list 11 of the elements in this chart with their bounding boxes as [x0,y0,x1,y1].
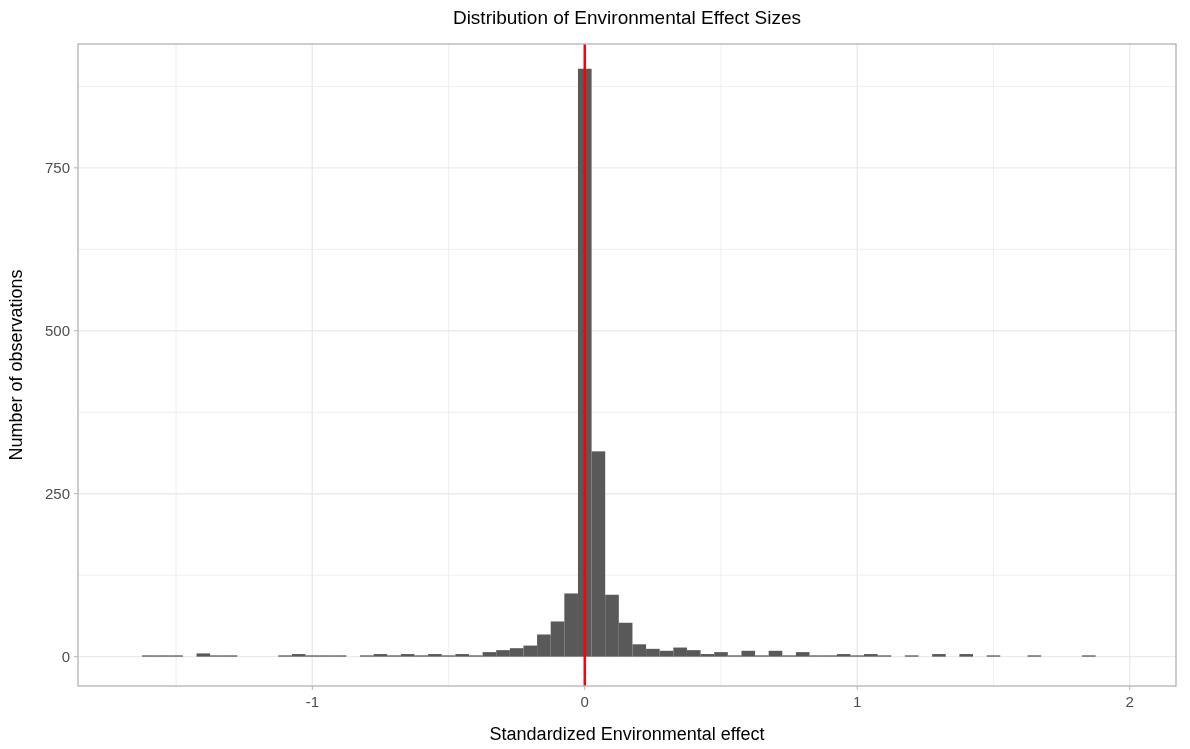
x-tick-label: 1 [853,693,862,710]
x-tick-label: -1 [305,693,319,710]
x-tick-label: 0 [580,693,589,710]
y-axis-title: Number of observations [6,269,26,461]
y-tick-label: 250 [44,484,70,502]
chart-title: Distribution of Environmental Effect Sizes [452,7,802,28]
y-tick-label: 750 [44,159,70,177]
x-axis-title: Standardized Environmental effect [489,724,765,744]
y-tick-label: 0 [61,647,70,665]
x-tick-label: 2 [1125,693,1134,710]
y-tick-label: 500 [44,322,70,340]
